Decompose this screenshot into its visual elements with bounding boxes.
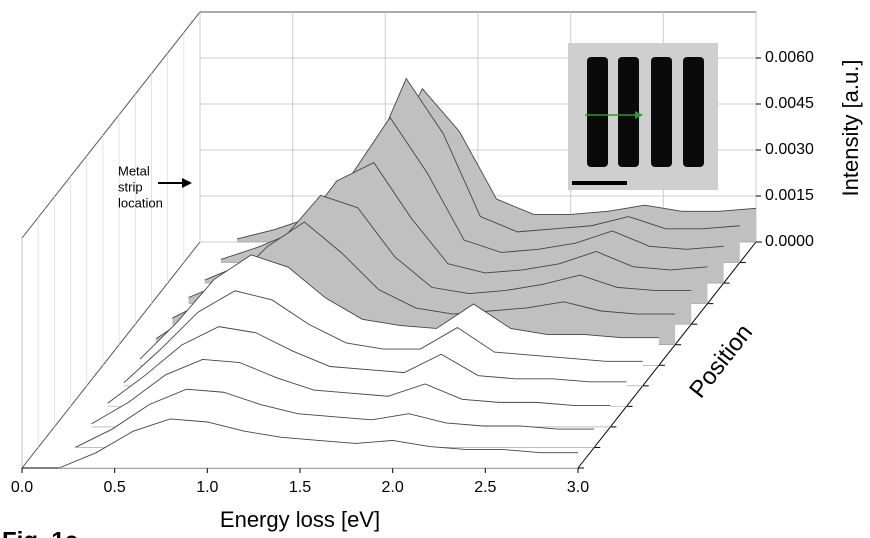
inset-strip xyxy=(587,57,608,167)
y-axis-label: Intensity [a.u.] xyxy=(838,60,863,197)
x-tick-label: 2.5 xyxy=(474,479,496,496)
y-tick-label: 0.0060 xyxy=(765,49,814,66)
trace-fill xyxy=(59,418,579,468)
x-tick-label: 0.5 xyxy=(104,479,126,496)
z-axis xyxy=(577,241,757,469)
trace-line xyxy=(91,358,611,425)
x-axis-label: Energy loss [eV] xyxy=(220,507,380,532)
figure-label: Fig. 1c xyxy=(2,527,78,538)
y-tick-label: 0.0000 xyxy=(765,233,814,250)
x-tick-label: 0.0 xyxy=(11,479,33,496)
scale-bar xyxy=(572,181,627,185)
trace-line xyxy=(58,418,578,469)
inset-strip xyxy=(683,57,704,167)
x-tick-label: 2.0 xyxy=(382,479,404,496)
annotation-arrowhead xyxy=(182,178,192,188)
x-tick-label: 1.0 xyxy=(196,479,218,496)
inset-strip xyxy=(618,57,639,167)
trace-line xyxy=(123,290,643,384)
traces xyxy=(58,77,757,469)
annotation: Metal xyxy=(118,163,150,178)
inset-strip xyxy=(651,57,672,167)
y-tick-label: 0.0030 xyxy=(765,141,814,158)
y-tick-label: 0.0045 xyxy=(765,95,814,112)
x-tick-label: 3.0 xyxy=(567,479,589,496)
annotation: strip xyxy=(118,179,143,194)
trace-line xyxy=(75,388,595,448)
trace-line xyxy=(107,326,627,404)
inset-arrowhead xyxy=(635,111,643,119)
z-axis-label: Position xyxy=(684,319,758,403)
x-tick-label: 1.5 xyxy=(289,479,311,496)
annotation: location xyxy=(118,195,163,210)
inset-image xyxy=(568,43,718,190)
y-tick-label: 0.0015 xyxy=(765,187,814,204)
trace-line xyxy=(139,254,659,360)
